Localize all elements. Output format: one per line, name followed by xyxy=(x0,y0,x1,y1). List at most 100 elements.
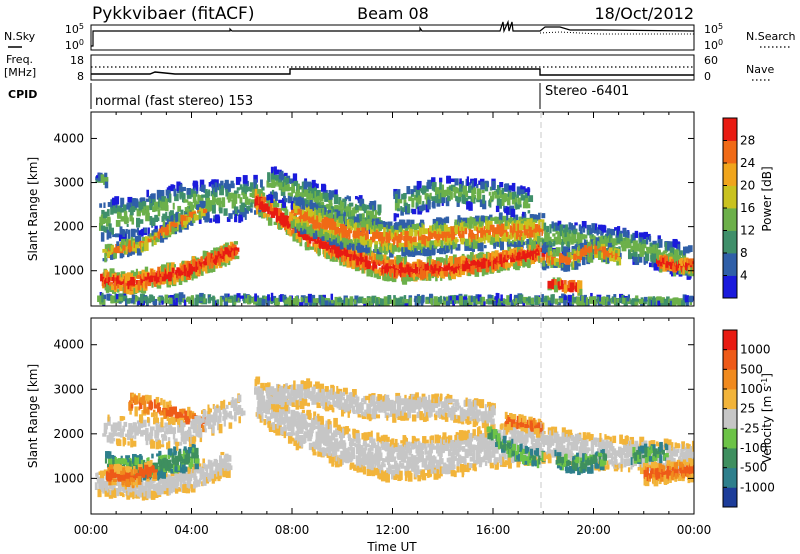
range-gate-cell xyxy=(466,254,470,260)
range-gate-cell xyxy=(147,457,150,463)
range-gate-cell xyxy=(178,448,182,454)
range-gate-cell xyxy=(472,296,476,303)
range-gate-cell xyxy=(144,236,150,243)
range-gate-cell xyxy=(298,237,302,243)
range-gate-cell xyxy=(570,237,574,245)
range-gate-cell xyxy=(171,226,177,235)
range-gate-cell xyxy=(445,265,449,271)
range-gate-cell xyxy=(135,494,141,499)
range-gate-cell xyxy=(328,199,333,205)
range-gate-cell xyxy=(356,214,359,223)
range-gate-cell xyxy=(292,197,298,201)
range-gate-cell xyxy=(254,293,257,302)
range-gate-cell xyxy=(237,209,241,213)
range-gate-cell xyxy=(100,481,106,491)
colorbar-tick-label: 28 xyxy=(740,134,755,148)
range-gate-cell xyxy=(435,273,438,282)
range-gate-cell xyxy=(395,193,399,203)
range-gate-cell xyxy=(420,300,424,306)
range-gate-cell xyxy=(678,270,681,275)
range-gate-cell xyxy=(237,193,241,199)
range-gate-cell xyxy=(639,236,645,242)
range-gate-cell xyxy=(594,248,598,255)
range-gate-cell xyxy=(169,294,175,299)
range-gate-cell xyxy=(198,264,202,274)
range-gate-cell xyxy=(471,180,476,189)
range-gate-cell xyxy=(378,239,383,245)
date-title: 18/Oct/2012 xyxy=(594,4,694,23)
range-gate-cell xyxy=(125,238,130,247)
range-gate-cell xyxy=(682,294,687,304)
range-gate-cell xyxy=(557,220,562,226)
range-gate-cell xyxy=(194,297,199,306)
range-gate-cell xyxy=(670,247,675,256)
range-gate-cell xyxy=(588,296,594,304)
range-gate-cell xyxy=(376,221,382,227)
range-gate-cell xyxy=(563,284,568,294)
range-gate-cell xyxy=(670,268,674,277)
range-gate-cell xyxy=(282,195,286,200)
range-gate-cell xyxy=(591,245,595,255)
range-gate-cell xyxy=(157,209,161,217)
range-gate-cell xyxy=(522,259,526,268)
range-gate-cell xyxy=(120,458,125,465)
range-gate-cell xyxy=(509,192,514,200)
range-gate-cell xyxy=(280,224,284,228)
range-gate-cell xyxy=(433,260,437,269)
range-gate-cell xyxy=(178,185,182,193)
range-gate-cell xyxy=(227,257,231,266)
range-gate-cell xyxy=(174,449,177,454)
range-gate-cell xyxy=(120,229,124,236)
y-tick-label: 3000 xyxy=(53,176,84,190)
range-gate-cell xyxy=(244,207,249,214)
range-gate-cell xyxy=(363,204,367,214)
range-gate-cell xyxy=(358,296,364,304)
range-gate-cell xyxy=(455,247,459,251)
range-gate-cell xyxy=(164,470,168,478)
range-gate-cell xyxy=(278,199,283,204)
range-gate-cell xyxy=(433,296,438,306)
range-gate-cell xyxy=(677,244,680,250)
range-gate-cell xyxy=(456,300,459,304)
range-gate-cell xyxy=(439,182,442,190)
range-gate-cell xyxy=(124,273,128,283)
range-gate-cell xyxy=(331,299,335,304)
range-gate-cell xyxy=(333,254,338,261)
range-gate-cell xyxy=(448,186,452,190)
range-gate-cell xyxy=(184,207,188,212)
range-gate-cell xyxy=(144,298,148,304)
range-gate-cell xyxy=(178,292,184,302)
range-gate-cell xyxy=(411,208,417,215)
range-gate-cell xyxy=(413,226,418,233)
range-gate-cell xyxy=(607,228,613,233)
range-gate-cell xyxy=(446,175,451,182)
range-gate-cell xyxy=(365,230,368,236)
range-gate-cell xyxy=(337,249,342,259)
range-gate-cell xyxy=(461,239,465,245)
range-gate-cell xyxy=(402,229,406,236)
range-gate-cell xyxy=(308,193,313,197)
range-gate-cell xyxy=(312,233,318,240)
range-gate-cell xyxy=(108,277,111,285)
range-gate-cell xyxy=(448,185,452,196)
range-gate-cell xyxy=(292,219,297,229)
range-gate-cell xyxy=(305,243,308,250)
range-gate-cell xyxy=(184,483,187,494)
range-gate-cell xyxy=(552,249,556,257)
range-gate-cell xyxy=(103,469,108,476)
range-gate-cell xyxy=(131,281,135,286)
range-gate-cell xyxy=(216,299,220,305)
range-gate-cell xyxy=(623,297,628,306)
range-gate-cell xyxy=(297,219,302,223)
range-gate-cell xyxy=(506,263,512,268)
range-gate-cell xyxy=(478,264,483,273)
range-gate-cell xyxy=(432,264,435,274)
range-gate-cell xyxy=(533,253,537,262)
range-gate-cell xyxy=(335,245,339,251)
range-gate-cell xyxy=(188,211,193,219)
range-gate-cell xyxy=(499,212,503,221)
range-gate-cell xyxy=(390,266,394,270)
range-gate-cell xyxy=(289,178,294,184)
